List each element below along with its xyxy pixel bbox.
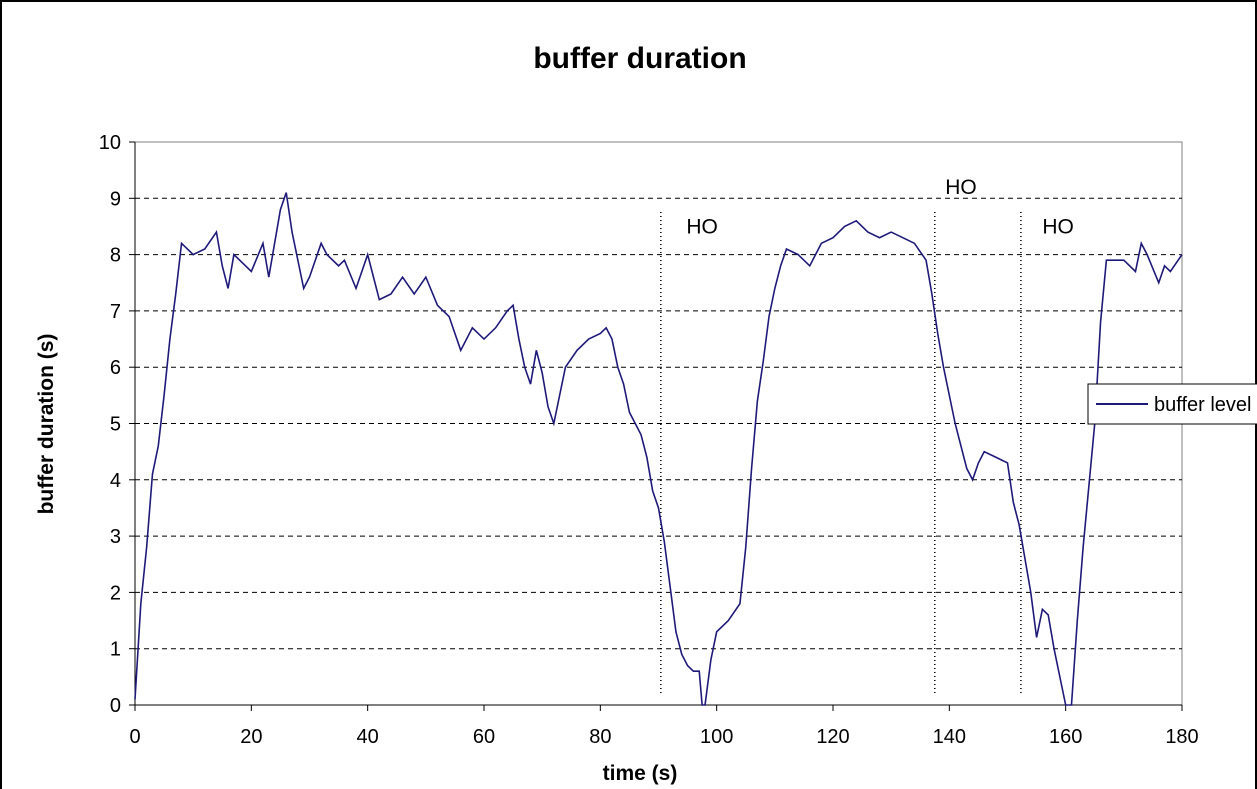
- y-tick-label: 4: [110, 470, 121, 492]
- y-tick-label: 0: [110, 695, 121, 717]
- x-tick-label: 40: [357, 726, 379, 748]
- annotation: HO: [1042, 215, 1074, 238]
- data-line: [134, 192, 1183, 706]
- x-tick-label: 100: [700, 726, 733, 748]
- y-tick-label: 2: [110, 582, 121, 604]
- x-tick-label: 120: [816, 726, 849, 748]
- y-axis-label: buffer duration (s): [35, 334, 58, 515]
- x-tick-label: 0: [129, 726, 140, 748]
- annotation: HO: [945, 176, 977, 199]
- x-tick-label: 180: [1165, 726, 1198, 748]
- annotation: HO: [686, 215, 718, 238]
- x-axis-label: time (s): [603, 762, 678, 785]
- y-tick-label: 1: [110, 639, 121, 661]
- legend: buffer level: [1087, 383, 1257, 425]
- y-tick-label: 3: [110, 526, 121, 548]
- y-tick-label: 9: [110, 188, 121, 210]
- y-tick-label: 10: [99, 132, 121, 154]
- x-tick-label: 20: [240, 726, 262, 748]
- y-tick-label: 5: [110, 414, 121, 436]
- y-tick-label: 8: [110, 245, 121, 267]
- y-tick-label: 6: [110, 357, 121, 379]
- x-tick-label: 80: [589, 726, 611, 748]
- x-tick-label: 160: [1049, 726, 1082, 748]
- x-tick-label: 140: [933, 726, 966, 748]
- legend-label: buffer level: [1154, 394, 1251, 416]
- x-tick-label: 60: [473, 726, 495, 748]
- y-tick-label: 7: [110, 301, 121, 323]
- chart-title: buffer duration: [533, 42, 746, 75]
